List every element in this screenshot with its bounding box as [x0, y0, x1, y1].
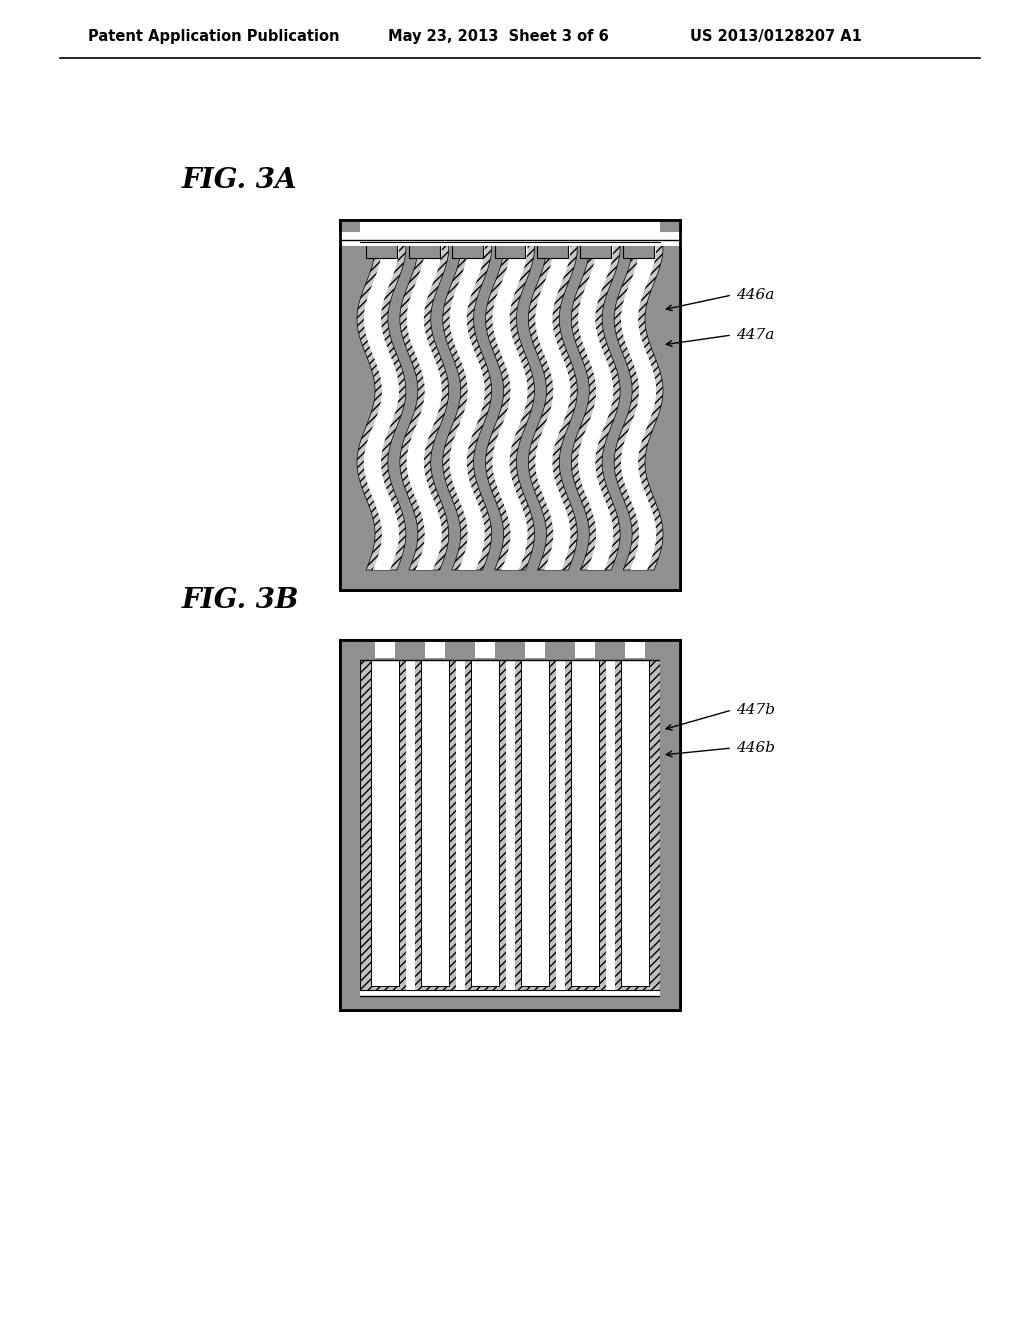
Bar	[660, 220, 680, 590]
Bar	[340, 997, 680, 1010]
Bar	[452, 240, 482, 257]
Text: 446a: 446a	[736, 288, 774, 302]
Bar	[406, 660, 415, 990]
Bar	[524, 642, 546, 657]
Bar	[624, 240, 654, 257]
Polygon shape	[357, 240, 406, 570]
Bar	[360, 660, 410, 990]
Bar	[409, 240, 439, 257]
Bar	[340, 220, 680, 240]
Bar	[471, 660, 499, 986]
Text: 446b: 446b	[736, 741, 775, 755]
Bar	[371, 660, 399, 986]
Bar	[506, 660, 514, 990]
Bar	[581, 240, 611, 257]
Bar	[340, 640, 680, 660]
Bar	[340, 220, 360, 590]
Bar	[510, 660, 560, 990]
Bar	[410, 660, 460, 990]
Bar	[474, 642, 496, 657]
Polygon shape	[407, 240, 442, 570]
Bar	[571, 660, 599, 986]
Bar	[605, 660, 614, 990]
Polygon shape	[442, 240, 492, 570]
Bar	[555, 660, 564, 990]
Bar	[340, 220, 680, 590]
Bar	[375, 642, 395, 657]
Text: Patent Application Publication: Patent Application Publication	[88, 29, 340, 45]
Polygon shape	[621, 240, 656, 570]
Bar	[340, 640, 680, 1010]
Bar	[360, 990, 660, 997]
Text: 447b: 447b	[736, 704, 775, 717]
Bar	[340, 640, 360, 1010]
Polygon shape	[571, 240, 621, 570]
Bar	[340, 640, 680, 660]
Bar	[521, 660, 549, 986]
Polygon shape	[614, 240, 663, 570]
Polygon shape	[579, 240, 613, 570]
Bar	[360, 642, 660, 657]
Bar	[340, 220, 680, 590]
Bar	[360, 660, 660, 990]
Bar	[360, 240, 660, 570]
Bar	[610, 660, 660, 990]
Bar	[425, 642, 445, 657]
Bar	[421, 660, 449, 986]
Polygon shape	[399, 240, 449, 570]
Bar	[621, 660, 649, 986]
Text: FIG. 3A: FIG. 3A	[182, 166, 298, 194]
Bar	[360, 222, 660, 240]
Polygon shape	[450, 240, 484, 570]
Bar	[625, 642, 645, 657]
Bar	[456, 660, 465, 990]
Text: May 23, 2013  Sheet 3 of 6: May 23, 2013 Sheet 3 of 6	[388, 29, 608, 45]
Polygon shape	[528, 240, 578, 570]
Bar	[366, 240, 397, 257]
Bar	[340, 570, 680, 590]
Text: 447a: 447a	[736, 327, 774, 342]
Bar	[460, 660, 510, 990]
Bar	[660, 640, 680, 1010]
Bar	[360, 240, 660, 570]
Bar	[538, 240, 568, 257]
Bar	[495, 240, 525, 257]
Polygon shape	[536, 240, 570, 570]
Bar	[340, 640, 680, 1010]
Text: FIG. 3B: FIG. 3B	[182, 586, 299, 614]
Polygon shape	[493, 240, 527, 570]
Polygon shape	[485, 240, 535, 570]
Bar	[560, 660, 610, 990]
Bar	[574, 642, 595, 657]
Polygon shape	[364, 240, 399, 570]
Text: US 2013/0128207 A1: US 2013/0128207 A1	[690, 29, 862, 45]
